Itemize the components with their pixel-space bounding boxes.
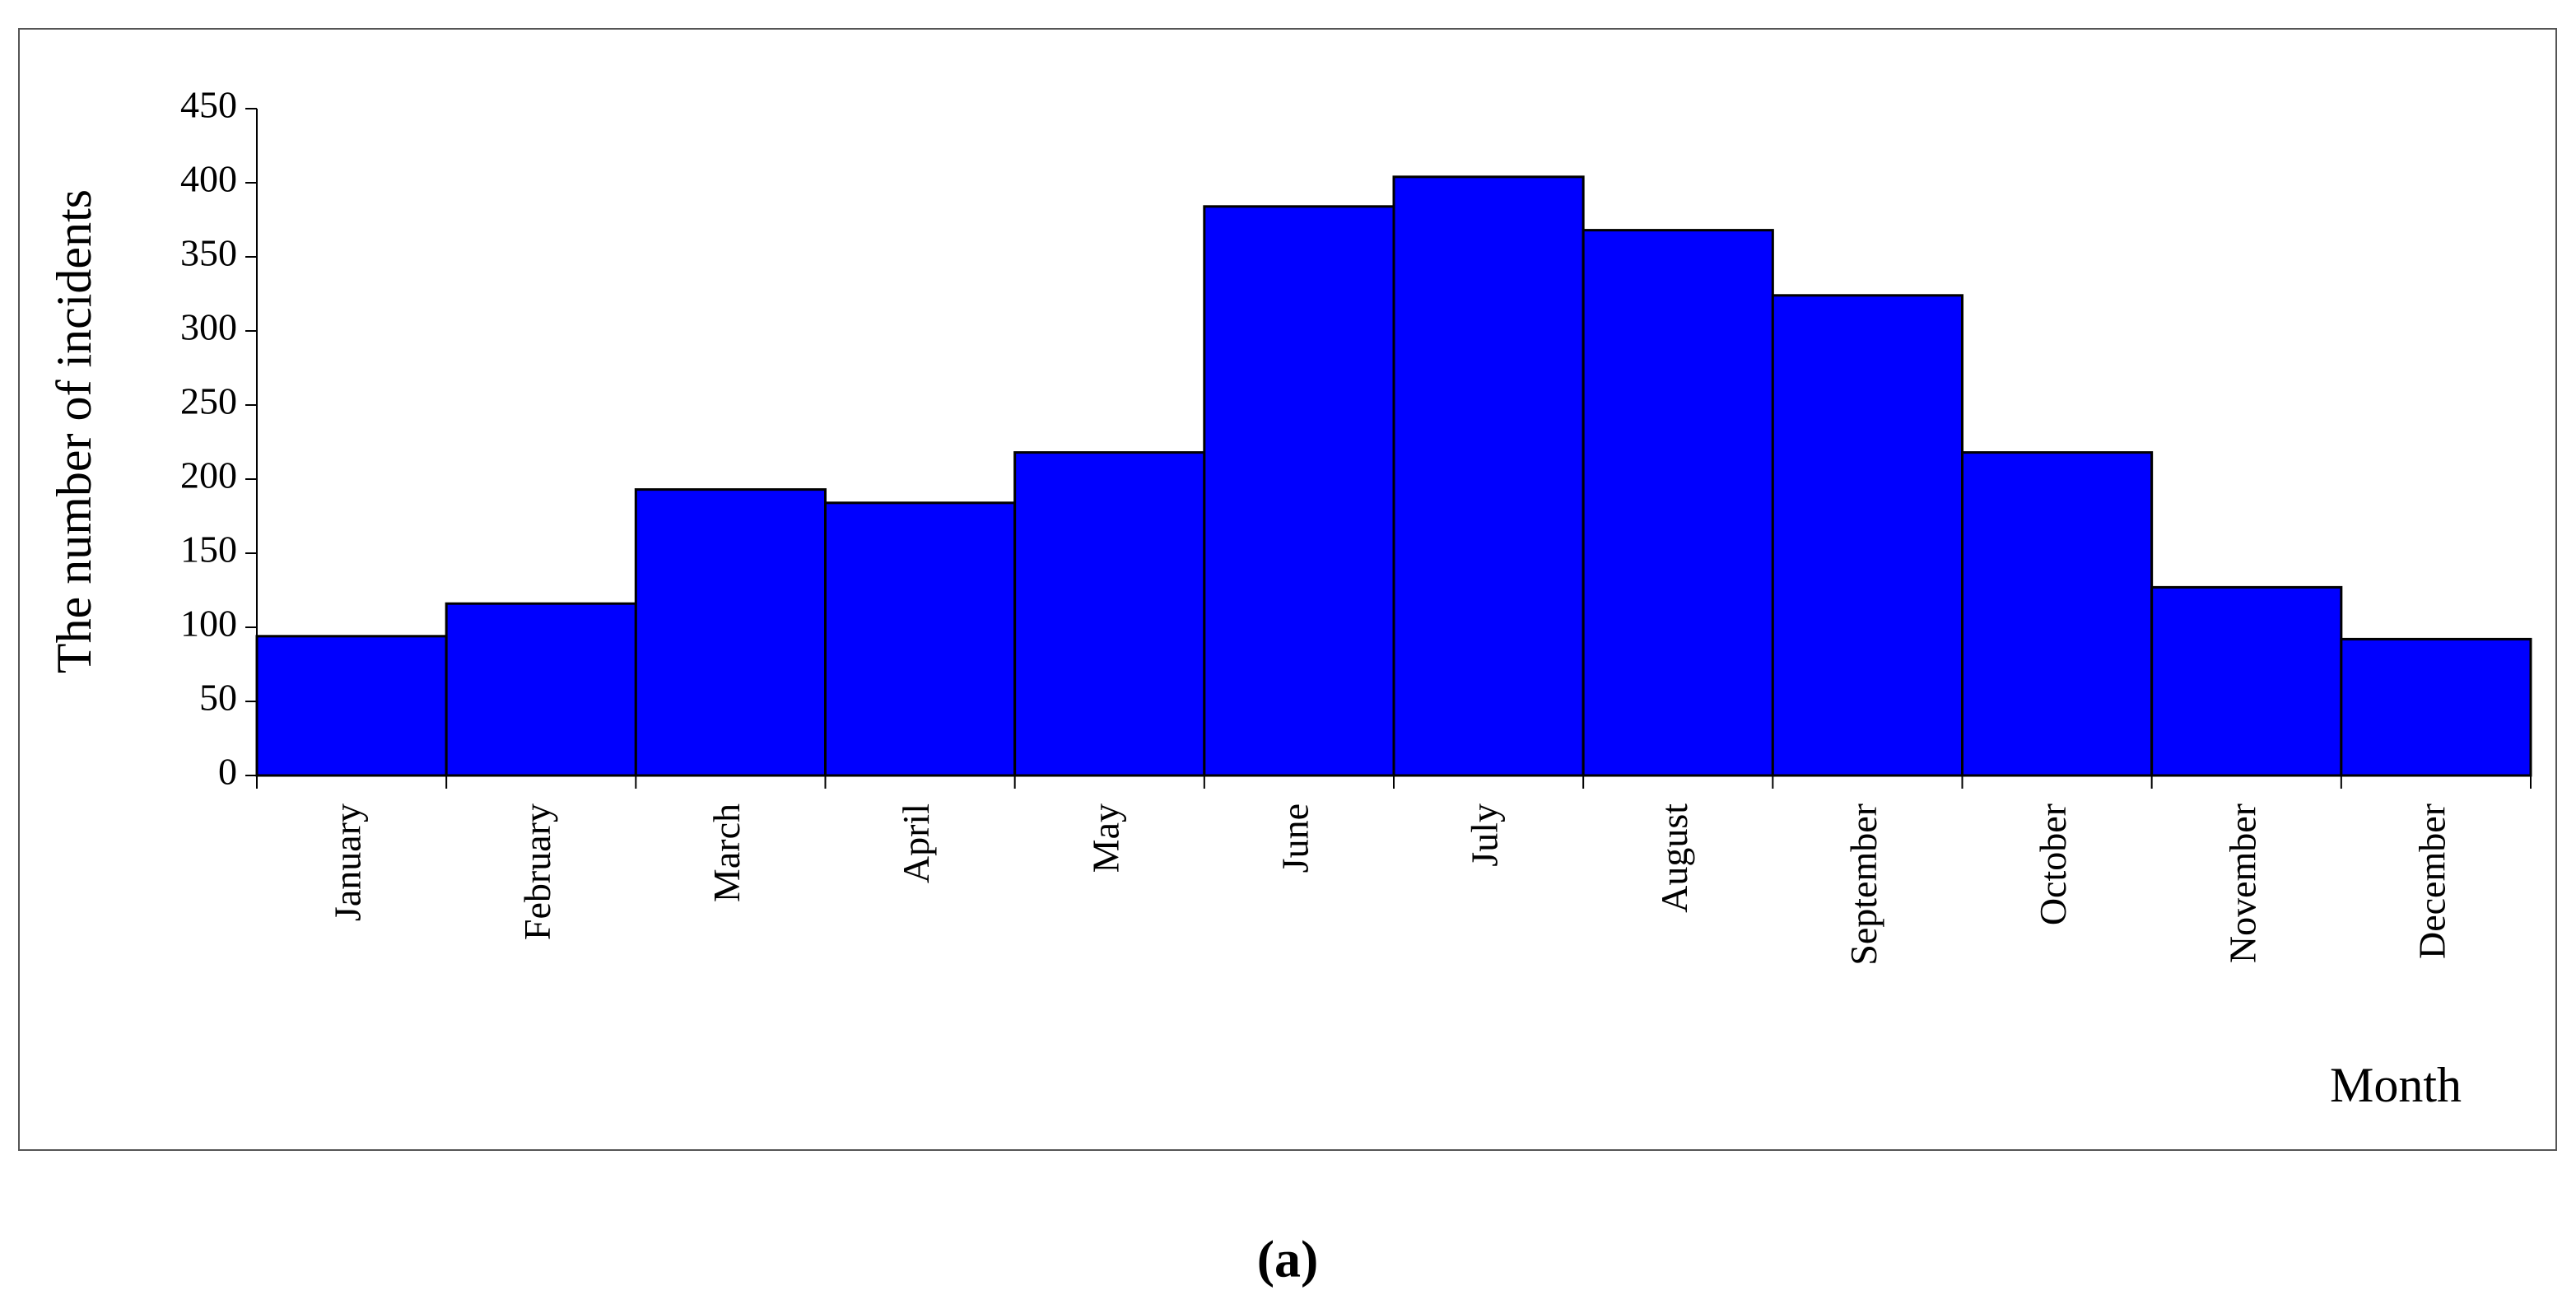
bar bbox=[1392, 175, 1585, 777]
y-axis-title: The number of incidents bbox=[47, 189, 101, 673]
y-tick-label: 100 bbox=[180, 603, 237, 645]
bar bbox=[1771, 294, 1963, 777]
bar bbox=[1581, 229, 1774, 777]
x-tick-label: August bbox=[1653, 803, 1695, 913]
bar bbox=[1203, 205, 1395, 777]
y-tick-label: 350 bbox=[180, 232, 237, 274]
x-axis-title: Month bbox=[2330, 1058, 2462, 1112]
x-tick-label: September bbox=[1842, 803, 1884, 966]
x-tick-label: February bbox=[516, 803, 558, 940]
bar bbox=[824, 501, 1017, 777]
x-tick-label: December bbox=[2411, 803, 2453, 959]
x-tick-label: July bbox=[1464, 803, 1506, 867]
x-tick-label: October bbox=[2032, 803, 2074, 925]
y-tick-label: 300 bbox=[180, 306, 237, 348]
y-tick-label: 150 bbox=[180, 529, 237, 570]
y-tick-label: 250 bbox=[180, 380, 237, 422]
x-tick-label: April bbox=[895, 803, 937, 883]
y-tick-label: 400 bbox=[180, 158, 237, 200]
x-tick-label: June bbox=[1274, 803, 1316, 873]
bar bbox=[1961, 451, 2154, 777]
bar bbox=[634, 488, 827, 777]
x-tick-label: January bbox=[327, 803, 369, 921]
caption: (a) bbox=[1257, 1230, 1319, 1288]
y-tick-label: 200 bbox=[180, 454, 237, 496]
y-tick-label: 50 bbox=[199, 677, 237, 719]
bar bbox=[445, 602, 637, 777]
bar bbox=[1013, 451, 1206, 777]
x-tick-label: March bbox=[706, 803, 748, 902]
bar bbox=[2150, 585, 2343, 777]
bar bbox=[255, 635, 448, 777]
y-tick-label: 450 bbox=[180, 84, 237, 126]
x-tick-label: November bbox=[2221, 803, 2263, 963]
x-tick-label: May bbox=[1084, 803, 1126, 873]
y-tick-label: 0 bbox=[218, 751, 237, 793]
chart-frame bbox=[18, 28, 2557, 1151]
bar bbox=[2340, 637, 2532, 777]
